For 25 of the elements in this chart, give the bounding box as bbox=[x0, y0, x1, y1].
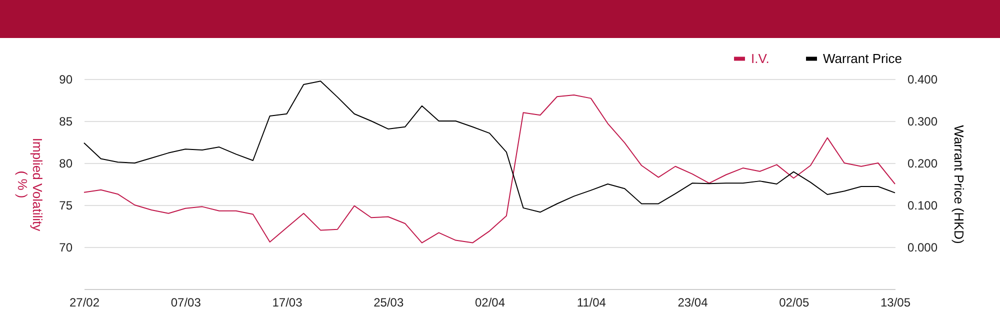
x-tick-label: 02/04 bbox=[474, 296, 506, 310]
y-tick-label: 85 bbox=[59, 114, 73, 128]
x-tick-label: 07/03 bbox=[170, 296, 202, 310]
y2-axis-title: Warrant Price (HKD) bbox=[952, 125, 967, 244]
y-axis-title: Implied Volatility ( % ) bbox=[15, 138, 46, 232]
x-tick-label: 27/02 bbox=[69, 296, 100, 310]
legend-label: Warrant Price bbox=[823, 50, 902, 66]
y2-tick-label: 0.100 bbox=[908, 198, 938, 212]
y2-tick-label: 0.200 bbox=[908, 156, 938, 170]
x-tick-label: 25/03 bbox=[374, 296, 404, 310]
y2-tick-label: 0.300 bbox=[908, 114, 938, 128]
y-tick-label: 75 bbox=[59, 198, 73, 212]
y-tick-label: 90 bbox=[59, 72, 73, 86]
x-tick-label: 11/04 bbox=[576, 296, 606, 310]
x-tick-label: 02/05 bbox=[779, 296, 810, 310]
x-tick-label: 17/03 bbox=[272, 296, 303, 310]
y2-tick-label: 0.400 bbox=[908, 72, 938, 86]
y-tick-label: 80 bbox=[59, 156, 73, 170]
line-series bbox=[84, 80, 896, 213]
x-tick-label: 23/04 bbox=[678, 296, 708, 310]
legend-label: I.V. bbox=[751, 50, 770, 66]
line-series bbox=[84, 94, 896, 244]
x-tick-label: 13/05 bbox=[880, 296, 911, 310]
y-tick-label: 70 bbox=[59, 240, 73, 254]
y2-tick-label: 0.000 bbox=[908, 240, 938, 254]
